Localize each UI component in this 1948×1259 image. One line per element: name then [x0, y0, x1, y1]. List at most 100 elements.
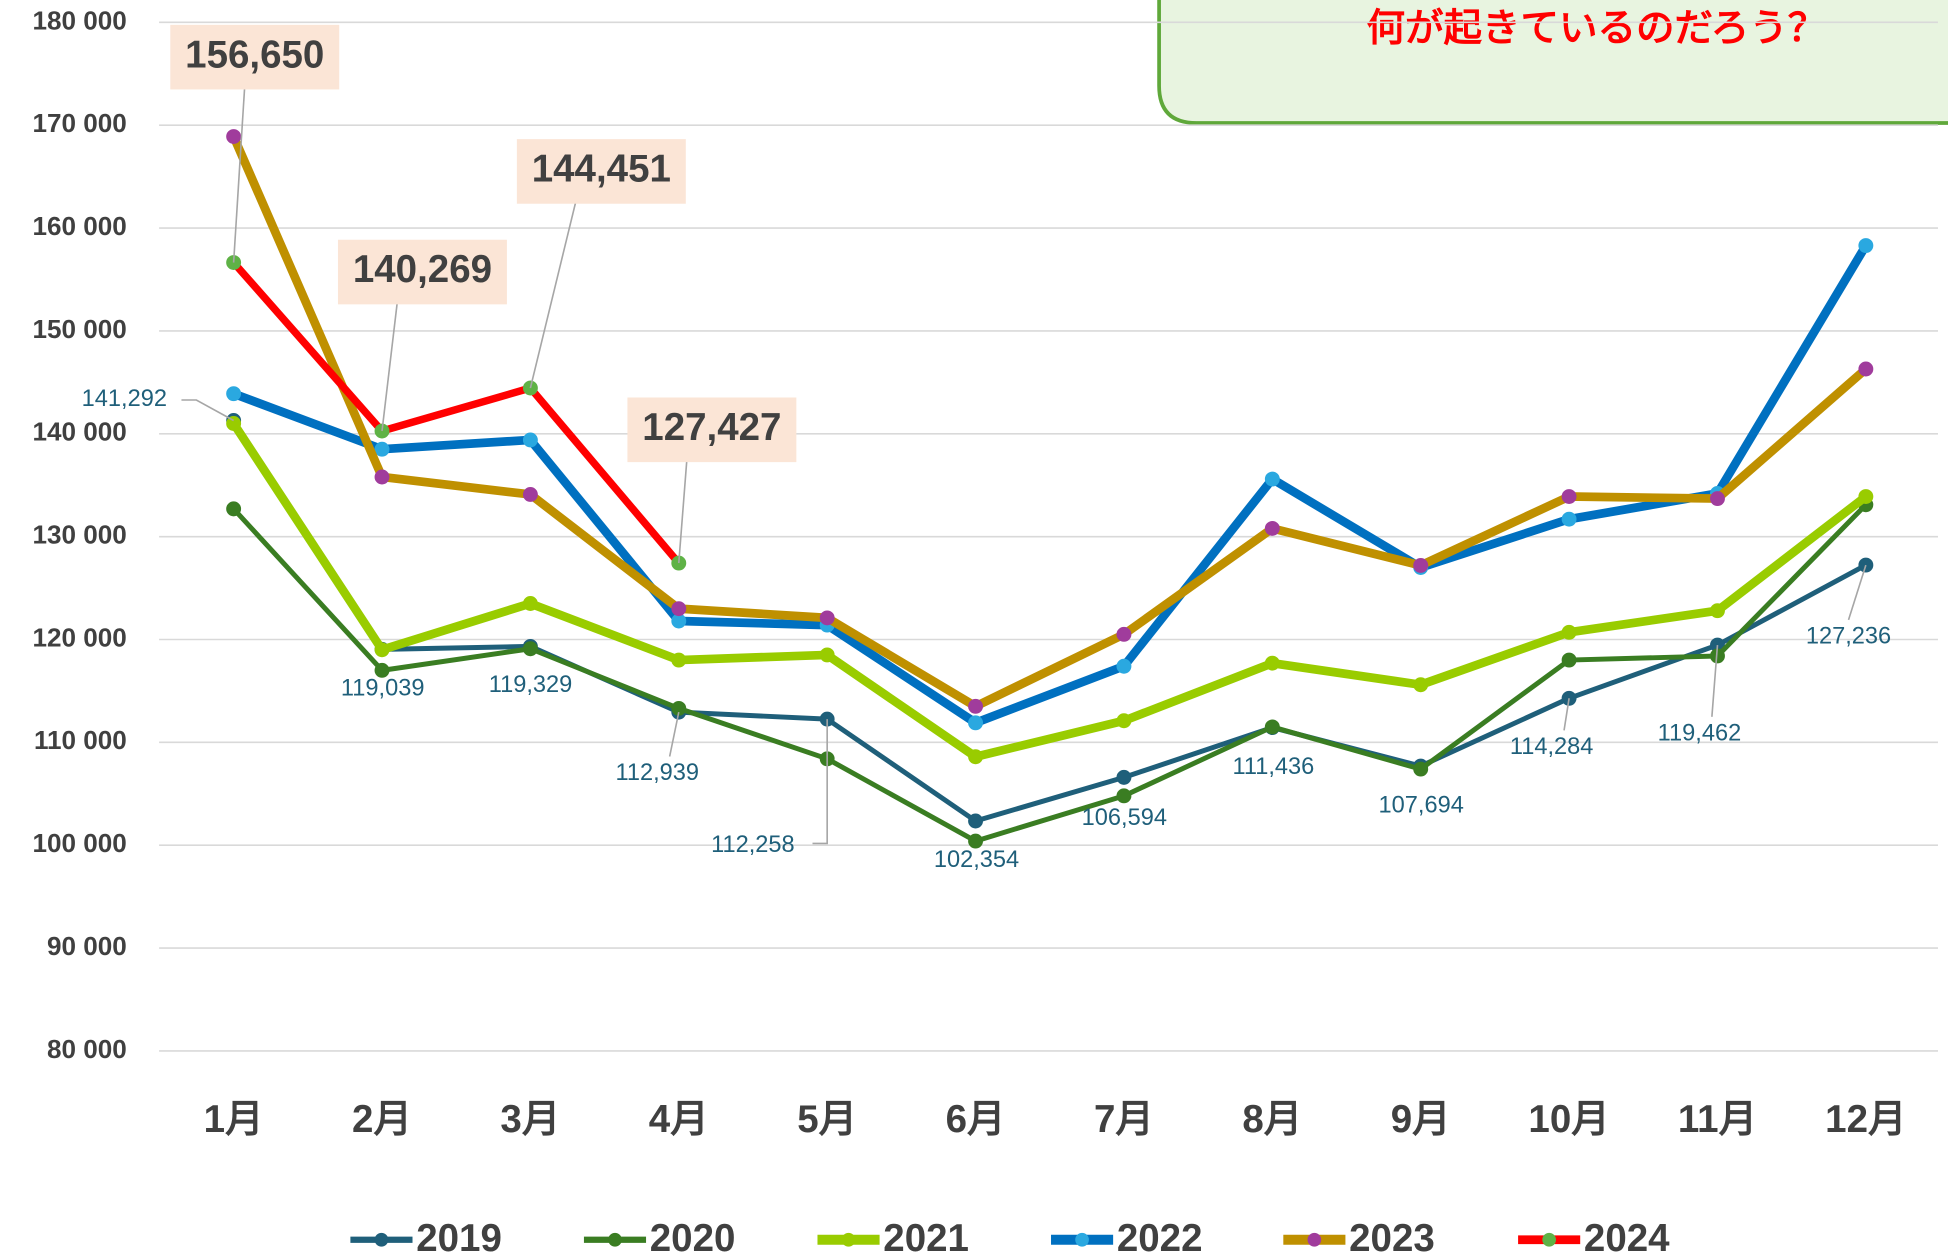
marker [1116, 713, 1132, 729]
y-tick-label: 110 000 [34, 725, 127, 755]
data-label: 140,269 [353, 248, 492, 291]
marker [1413, 761, 1429, 777]
series [226, 497, 1874, 849]
marker [968, 749, 984, 765]
marker [226, 129, 242, 144]
marker [968, 833, 984, 849]
legend-marker [841, 1232, 856, 1247]
x-tick-label: 5月 [797, 1098, 857, 1141]
data-label: 106,594 [1082, 805, 1167, 831]
leader-line [381, 299, 399, 432]
y-tick-label: 140 000 [33, 417, 127, 447]
marker [1116, 769, 1132, 785]
leader-line [1847, 564, 1867, 621]
marker [1413, 557, 1429, 573]
leader-line [668, 711, 680, 757]
marker [226, 416, 242, 431]
data-label: 119,329 [489, 672, 573, 698]
marker [1710, 603, 1725, 619]
data-label: 156,650 [185, 33, 324, 76]
y-tick-label: 180 000 [33, 5, 127, 35]
marker [522, 596, 538, 611]
marker [1264, 471, 1280, 487]
y-tick-label: 100 000 [33, 828, 127, 858]
legend-label: 2024 [1584, 1217, 1670, 1259]
data-label: 114,284 [1510, 734, 1594, 760]
data-label: 119,039 [341, 676, 425, 702]
legend-label: 2023 [1349, 1217, 1435, 1259]
marker [1710, 491, 1725, 507]
legend-label: 2020 [650, 1217, 736, 1259]
marker [968, 813, 984, 829]
x-tick-label: 11月 [1678, 1098, 1757, 1141]
leader-line [677, 457, 688, 564]
data-label: 107,694 [1379, 792, 1464, 818]
x-tick-label: 2月 [352, 1098, 412, 1141]
marker [968, 715, 984, 731]
leader-line [1711, 644, 1719, 717]
marker [1116, 788, 1132, 804]
marker [671, 601, 687, 617]
legend-item: 2019 [350, 1217, 502, 1259]
marker [819, 610, 835, 626]
series-line [232, 243, 1870, 728]
x-tick-label: 6月 [946, 1098, 1006, 1141]
y-tick-label: 170 000 [33, 108, 127, 138]
marker [374, 642, 390, 658]
data-label: 112,939 [615, 760, 699, 786]
label-bg [627, 397, 797, 463]
marker [226, 501, 242, 517]
leader-line [181, 399, 235, 422]
legend-marker [1075, 1232, 1089, 1247]
label-bg [170, 24, 340, 90]
legend-label: 2022 [1117, 1217, 1203, 1259]
marker [819, 647, 835, 663]
series-line [229, 134, 1869, 711]
marker [1561, 489, 1577, 504]
marker [671, 613, 687, 629]
label-bg [337, 239, 507, 305]
y-tick-label: 130 000 [33, 520, 127, 550]
marker [374, 441, 390, 457]
data-label: 119,462 [1658, 720, 1742, 746]
legend-item: 2021 [817, 1217, 969, 1259]
marker [1858, 557, 1874, 573]
series [226, 416, 1874, 765]
y-tick-label: 120 000 [33, 622, 127, 652]
series-line [229, 421, 1869, 762]
data-label: 144,451 [532, 148, 671, 191]
data-label: 111,436 [1232, 754, 1314, 780]
data-label: 127,427 [642, 406, 781, 449]
marker [522, 432, 538, 448]
data-label: 102,354 [934, 847, 1019, 873]
x-tick-label: 4月 [649, 1098, 709, 1141]
data-label: 127,236 [1806, 623, 1891, 649]
marker [374, 662, 390, 678]
y-tick-label: 80 000 [47, 1034, 127, 1064]
series-line [231, 503, 1868, 844]
marker [1116, 626, 1132, 642]
marker [671, 652, 687, 668]
data-label: 112,258 [711, 832, 795, 858]
series [226, 129, 1874, 714]
marker [1858, 489, 1874, 504]
marker [374, 469, 390, 485]
legend-marker [608, 1232, 622, 1247]
x-tick-label: 10月 [1528, 1098, 1609, 1141]
x-tick-label: 1月 [204, 1098, 264, 1141]
marker [1264, 655, 1280, 671]
legend-item: 2022 [1051, 1217, 1203, 1259]
y-tick-label: 90 000 [47, 931, 127, 961]
marker [1561, 511, 1577, 527]
marker [1116, 658, 1132, 674]
x-tick-label: 7月 [1094, 1098, 1154, 1141]
marker [1858, 361, 1874, 377]
annotation-box [1157, 0, 1948, 125]
leader-line [232, 84, 246, 263]
marker [1561, 624, 1577, 640]
marker [1264, 520, 1280, 536]
x-tick-label: 8月 [1242, 1098, 1302, 1141]
annotation: 何が起きているのだろう？ [1367, 7, 1827, 50]
x-tick-label: 3月 [500, 1098, 560, 1141]
